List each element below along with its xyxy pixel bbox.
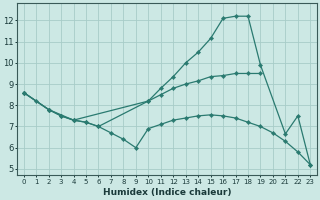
X-axis label: Humidex (Indice chaleur): Humidex (Indice chaleur) bbox=[103, 188, 231, 197]
